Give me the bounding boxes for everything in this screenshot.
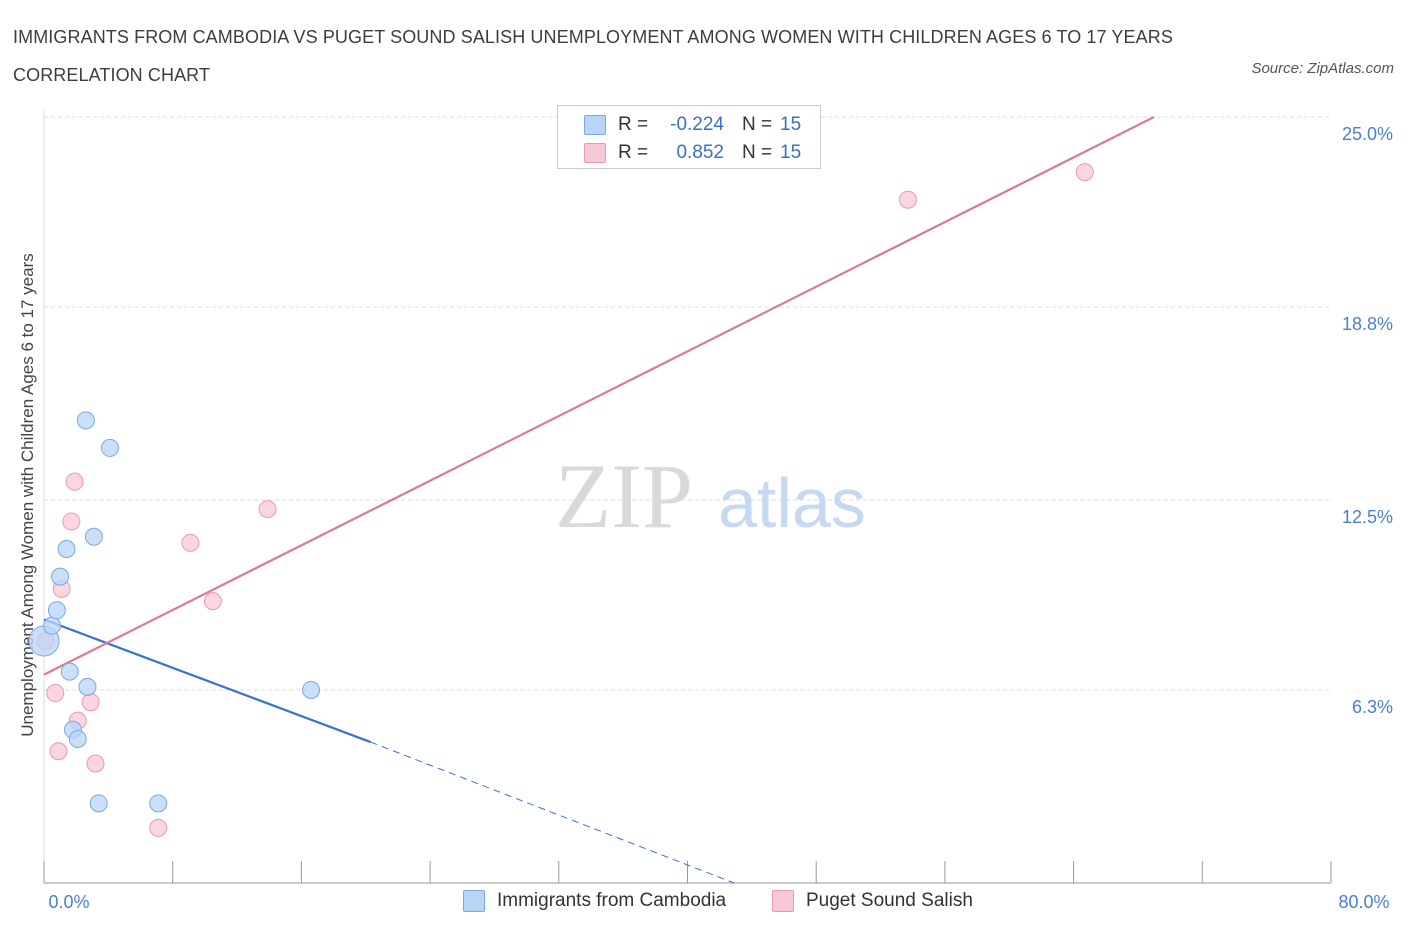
salish-point [46,684,65,703]
cambodia-point [302,680,321,699]
cambodia-point [100,438,119,457]
cambodia-point [51,567,70,586]
cambodia-point [57,540,76,559]
y-tick-label: 12.5% [1342,507,1393,527]
legend-row-cambodia: R = -0.224 N = 15 [584,113,801,137]
legend-item-salish[interactable]: Puget Sound Salish [772,890,973,912]
y-tick-label: 18.8% [1342,314,1393,334]
salish-legend-swatch [772,890,794,912]
salish-trend-line [43,116,1155,676]
salish-point [81,693,100,712]
cambodia-trend-line [43,618,371,744]
salish-point [181,533,200,552]
watermark: ZIP atlas [555,445,866,547]
cambodia-point [76,411,95,430]
r-label: R = [618,142,649,163]
tick-labels: 6.3% 12.5% 18.8% 25.0% 0.0% 80.0% [48,124,1393,912]
n-label: N = [742,142,773,163]
n-label: N = [742,114,773,135]
salish-point [62,512,81,531]
y-tick-label: 6.3% [1352,697,1393,717]
source-label: Source: ZipAtlas.com [1251,60,1394,77]
grid-lines [44,116,1331,691]
cambodia-point [43,616,62,635]
salish-point [65,472,84,491]
x-tick-label-max: 80.0% [1338,892,1389,912]
legend-row-salish: R = 0.852 N = 15 [584,141,801,165]
n-value: 15 [780,142,802,163]
legend-item-cambodia[interactable]: Immigrants from Cambodia [463,890,726,912]
legend-label-salish: Puget Sound Salish [806,890,973,911]
salish-swatch [584,143,606,163]
series-legend: Immigrants from Cambodia Puget Sound Sal… [0,887,1406,917]
cambodia-point [47,601,66,620]
cambodia-point [89,794,108,813]
salish-point [258,500,277,519]
cambodia-legend-swatch [463,890,485,912]
data-points [28,163,1094,837]
r-value: -0.224 [670,114,724,135]
cambodia-point [78,677,97,696]
cambodia-swatch [584,115,606,135]
cambodia-point [68,729,87,748]
correlation-legend: R = -0.224 N = 15 R = 0.852 N = 15 [557,105,821,169]
n-value: 15 [780,114,802,135]
r-value: 0.852 [676,142,724,163]
y-tick-label: 25.0% [1342,124,1393,144]
salish-point [898,190,917,209]
x-tick-label-min: 0.0% [48,892,89,912]
salish-point [1075,163,1094,182]
legend-label-cambodia: Immigrants from Cambodia [497,890,727,911]
trend-lines [43,116,1155,884]
cambodia-point [84,527,103,546]
salish-point [49,742,68,761]
axes [43,109,1332,884]
watermark-atlas: atlas [718,464,866,542]
salish-point [86,754,105,773]
cambodia-trend-extension [370,741,735,884]
cambodia-point [149,794,168,813]
watermark-zip: ZIP [555,445,693,547]
chart-title: IMMIGRANTS FROM CAMBODIA VS PUGET SOUND … [13,27,1173,85]
cambodia-point [60,662,79,681]
r-label: R = [618,114,649,135]
salish-point [149,818,168,837]
salish-point [203,592,222,611]
